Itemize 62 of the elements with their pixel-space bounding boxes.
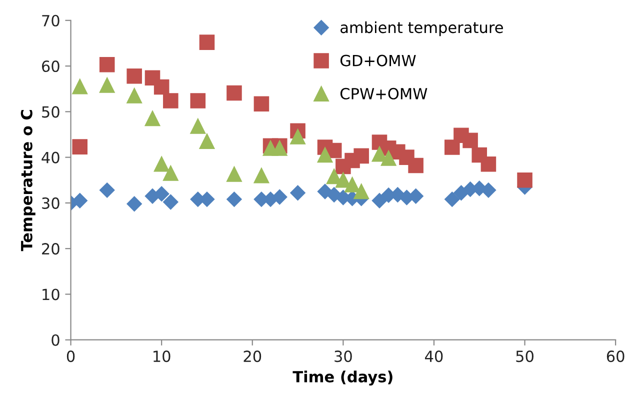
point [517,172,532,188]
point [444,192,460,207]
point [163,93,178,108]
y-tick-label: 0 [52,334,60,346]
point [254,168,270,184]
y-axis-title: Temperature o C [20,110,36,252]
point [408,158,424,174]
x-axis-title: Time (days) [292,370,392,386]
point [454,185,469,200]
point [163,194,178,210]
point [199,34,215,50]
point [126,88,142,104]
x-tick-label: 20 [244,350,262,362]
point [354,148,369,164]
legend-label: GD+OMW [340,54,416,66]
x-tick-label: 50 [516,350,534,362]
point [72,78,88,94]
point [226,85,242,101]
point [290,185,306,200]
point [99,57,115,72]
point [254,96,270,112]
point [462,132,478,148]
legend-label: ambient temperature [340,21,503,36]
y-tick-label: 30 [42,197,60,209]
point [226,166,242,182]
point [372,193,388,208]
point [226,192,242,207]
point [380,150,396,166]
point [126,196,142,212]
x-tick-label: 30 [334,350,352,362]
point [126,68,142,84]
point [144,110,160,126]
point [199,134,215,149]
y-tick-label: 60 [42,60,60,72]
point [190,93,206,108]
point [290,129,306,144]
x-tick-label: 60 [606,350,624,362]
point [163,166,178,181]
point [317,147,333,163]
y-tick-label: 70 [42,14,60,26]
point [154,79,170,95]
y-tick-label: 50 [42,106,60,118]
point [444,140,460,155]
point [72,139,88,154]
y-tick-label: 10 [42,288,60,300]
point [344,177,360,192]
x-tick-label: 0 [66,350,75,362]
point [100,182,115,198]
x-tick-label: 10 [154,350,170,362]
point [480,156,496,172]
y-tick-label: 20 [42,243,60,255]
x-tick-label: 40 [425,350,443,362]
legend-label: CPW+OMW [340,88,428,100]
point [154,156,170,172]
point [99,78,115,93]
point [190,118,206,134]
point [354,184,369,200]
point [72,193,88,208]
point [336,172,351,188]
point [154,186,170,202]
y-tick-label: 40 [42,152,60,164]
point [272,189,288,205]
